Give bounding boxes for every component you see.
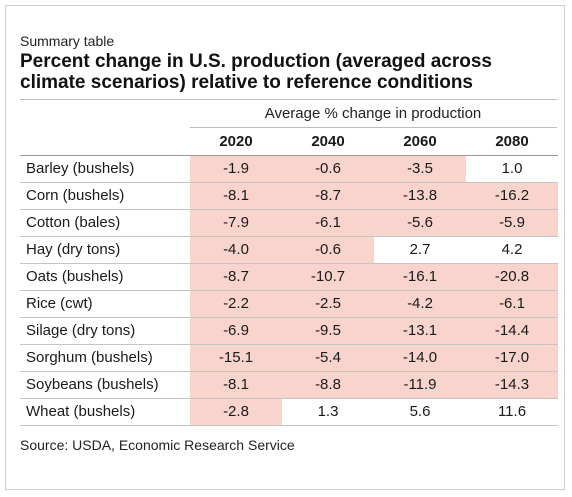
table-row: Cotton (bales) -7.9 -6.1 -5.6 -5.9 <box>20 209 558 237</box>
table-cell: -6.1 <box>466 290 558 318</box>
row-label: Barley (bushels) <box>20 155 190 183</box>
table-cell: -8.7 <box>190 263 282 291</box>
table-cell: -2.2 <box>190 290 282 318</box>
table-cell: -0.6 <box>282 236 374 264</box>
table-cell: 2.7 <box>374 236 466 264</box>
table-cell: -16.1 <box>374 263 466 291</box>
row-label: Silage (dry tons) <box>20 317 190 345</box>
table-cell: -8.8 <box>282 371 374 399</box>
table-cell: -14.0 <box>374 344 466 372</box>
table-row: Barley (bushels) -1.9 -0.6 -3.5 1.0 <box>20 155 558 183</box>
table-row: Rice (cwt) -2.2 -2.5 -4.2 -6.1 <box>20 290 558 318</box>
column-header: 2060 <box>374 128 466 156</box>
table-cell: 1.3 <box>282 398 374 426</box>
source-note: Source: USDA, Economic Research Service <box>20 437 295 453</box>
row-label-header <box>20 128 190 156</box>
table-row: Oats (bushels) -8.7 -10.7 -16.1 -20.8 <box>20 263 558 291</box>
row-label: Sorghum (bushels) <box>20 344 190 372</box>
table-cell: -8.1 <box>190 182 282 210</box>
table-cell: -11.9 <box>374 371 466 399</box>
table-cell: -8.1 <box>190 371 282 399</box>
table-cell: -5.6 <box>374 209 466 237</box>
table-cell: -3.5 <box>374 155 466 183</box>
table-cell: -6.1 <box>282 209 374 237</box>
table-cell: -14.3 <box>466 371 558 399</box>
column-header: 2080 <box>466 128 558 156</box>
table-body: Barley (bushels) -1.9 -0.6 -3.5 1.0 Corn (bus… <box>20 155 558 426</box>
table-cell: -5.9 <box>466 209 558 237</box>
table-cell: 1.0 <box>466 155 558 183</box>
table-cell: -8.7 <box>282 182 374 210</box>
table-row: Soybeans (bushels) -8.1 -8.8 -11.9 -14.3 <box>20 371 558 399</box>
figure-kicker: Summary table <box>20 33 115 49</box>
row-label: Soybeans (bushels) <box>20 371 190 399</box>
table-row: Hay (dry tons) -4.0 -0.6 2.7 4.2 <box>20 236 558 264</box>
table-row: Wheat (bushels) -2.8 1.3 5.6 11.6 <box>20 398 558 426</box>
table-cell: 4.2 <box>466 236 558 264</box>
column-header: 2040 <box>282 128 374 156</box>
production-change-table: 2020 2040 2060 2080 Barley (bushels) -1.9… <box>20 128 558 426</box>
table-cell: -4.0 <box>190 236 282 264</box>
table-row: Corn (bushels) -8.1 -8.7 -13.8 -16.2 <box>20 182 558 210</box>
table-cell: 5.6 <box>374 398 466 426</box>
title-divider <box>20 99 557 100</box>
table-cell: -13.8 <box>374 182 466 210</box>
row-label: Rice (cwt) <box>20 290 190 318</box>
table-cell: -13.1 <box>374 317 466 345</box>
table-cell: -0.6 <box>282 155 374 183</box>
table-cell: -16.2 <box>466 182 558 210</box>
table-cell: -9.5 <box>282 317 374 345</box>
column-group-divider <box>190 127 557 128</box>
table-row: Silage (dry tons) -6.9 -9.5 -13.1 -14.4 <box>20 317 558 345</box>
table-cell: -2.8 <box>190 398 282 426</box>
table-cell: -17.0 <box>466 344 558 372</box>
row-label: Oats (bushels) <box>20 263 190 291</box>
table-cell: -4.2 <box>374 290 466 318</box>
column-header: 2020 <box>190 128 282 156</box>
column-group-header: Average % change in production <box>264 105 482 122</box>
table-cell: -10.7 <box>282 263 374 291</box>
table-cell: -20.8 <box>466 263 558 291</box>
table-row: Sorghum (bushels) -15.1 -5.4 -14.0 -17.0 <box>20 344 558 372</box>
row-label: Hay (dry tons) <box>20 236 190 264</box>
table-cell: -5.4 <box>282 344 374 372</box>
figure-title: Percent change in U.S. production (avera… <box>20 51 492 93</box>
table-cell: -2.5 <box>282 290 374 318</box>
table-cell: -15.1 <box>190 344 282 372</box>
table-cell: -1.9 <box>190 155 282 183</box>
row-label: Wheat (bushels) <box>20 398 190 426</box>
table-cell: 11.6 <box>466 398 558 426</box>
row-label: Cotton (bales) <box>20 209 190 237</box>
table-cell: -7.9 <box>190 209 282 237</box>
table-header-row: 2020 2040 2060 2080 <box>20 128 558 156</box>
row-label: Corn (bushels) <box>20 182 190 210</box>
table-cell: -14.4 <box>466 317 558 345</box>
table-cell: -6.9 <box>190 317 282 345</box>
